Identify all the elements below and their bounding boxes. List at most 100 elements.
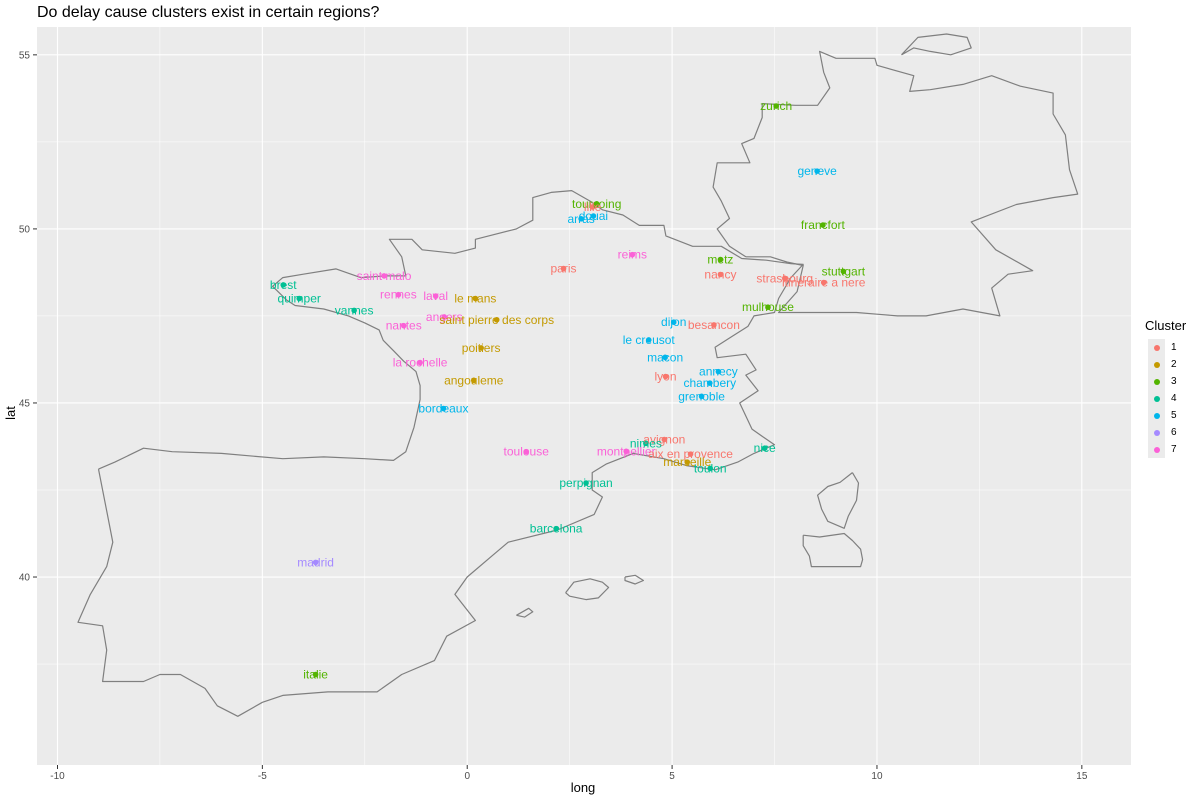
legend-key-5 [1148, 407, 1165, 424]
point-label-quimper: quimper [278, 292, 321, 306]
point-label-brest: brest [270, 278, 297, 292]
point-label-la-rochelle: la rochelle [393, 356, 448, 370]
x-tick-label: 5 [669, 771, 675, 782]
point-montpellier [623, 448, 630, 455]
map-outline-mallorca [565, 578, 610, 601]
point-paris [560, 265, 567, 272]
point-label-metz: metz [707, 253, 733, 267]
point-label-francfort: francfort [801, 218, 846, 232]
point-label-nantes: nantes [386, 319, 422, 333]
point-madrid [312, 559, 319, 566]
legend-item-2: 2 [1145, 356, 1186, 373]
x-tick-label: 15 [1076, 771, 1088, 782]
point-toulon [707, 465, 713, 472]
legend-item-4: 4 [1145, 390, 1186, 407]
point-label-macon: macon [647, 350, 683, 364]
point-label-dijon: dijon [661, 315, 686, 329]
point-la-rochelle [417, 359, 423, 366]
point-brest [280, 282, 287, 288]
point-bordeaux [440, 405, 447, 412]
legend-item-3: 3 [1145, 373, 1186, 390]
point-label-grenoble: grenoble [678, 389, 725, 403]
point-label-nice: nice [754, 441, 776, 455]
legend-label-5: 5 [1171, 410, 1177, 421]
point-label-angouleme: angouleme [444, 373, 504, 387]
point-chambery [706, 380, 713, 386]
point-label-saint-pierre-des-corps: saint pierre des corps [439, 313, 554, 327]
point-geneve [814, 168, 820, 174]
legend-key-4 [1148, 390, 1165, 407]
y-tick-label: 55 [19, 50, 31, 61]
point-itineraire-a-nere [820, 279, 827, 286]
legend-key-2 [1148, 356, 1165, 373]
point-nice [761, 445, 768, 452]
point-saint-pierre-des-corps [493, 316, 500, 323]
point-le-creusot [645, 337, 652, 343]
x-tick-label: 0 [464, 771, 470, 782]
point-label-douai: douai [579, 209, 608, 223]
point-label-avignon: avignon [643, 433, 685, 447]
point-label-mulhouse: mulhouse [742, 300, 794, 314]
legend-key-1 [1148, 339, 1165, 356]
point-label-itineraire-a-nere: itineraire a nere [782, 276, 866, 290]
point-label-angers: angers [426, 310, 463, 324]
point-label-laval: laval [423, 289, 448, 303]
point-label-lille: lille [584, 200, 602, 214]
x-tick-label: -10 [50, 771, 65, 782]
point-grenoble [698, 393, 705, 400]
point-label-nancy: nancy [704, 268, 736, 282]
map-outline-menorca [624, 574, 645, 585]
point-annecy [715, 368, 722, 375]
legend-label-7: 7 [1171, 444, 1177, 455]
point-nantes [400, 322, 407, 329]
legend-key-6 [1148, 424, 1165, 441]
map-outline-denmark-islands [901, 33, 972, 56]
point-label-vannes: vannes [335, 303, 374, 317]
point-label-chambery: chambery [683, 376, 736, 390]
legend-label-3: 3 [1171, 376, 1177, 387]
point-label-tourcoing: tourcoing [572, 197, 621, 211]
point-label-paris: paris [551, 262, 577, 276]
point-arras [578, 216, 584, 222]
point-metz [717, 256, 724, 263]
point-label-marseille: marseille [663, 455, 711, 469]
point-angers [441, 314, 448, 320]
point-besancon [711, 322, 717, 328]
point-tourcoing [593, 201, 600, 207]
legend-label-1: 1 [1171, 342, 1177, 353]
map-outline-mainland [77, 190, 804, 717]
legend-item-6: 6 [1145, 424, 1186, 441]
point-label-aix-en-provence: aix en provence [648, 447, 733, 461]
point-macon [662, 354, 668, 361]
point-laval [432, 293, 439, 299]
legend-key-3 [1148, 373, 1165, 390]
point-stuttgart [840, 268, 847, 275]
point-francfort [820, 222, 826, 228]
point-label-geneve: geneve [797, 164, 837, 178]
point-dijon [670, 319, 677, 326]
point-vannes [351, 307, 357, 314]
map-outline-northeast [712, 50, 1079, 317]
x-tick-label: -5 [258, 771, 267, 782]
legend-title: Cluster [1145, 318, 1187, 333]
point-label-reims: reims [618, 248, 647, 262]
point-label-saint-malo: saint malo [357, 269, 412, 283]
point-zurich [773, 103, 779, 109]
point-label-rennes: rennes [380, 288, 417, 302]
point-mulhouse [765, 304, 771, 311]
point-label-bordeaux: bordeaux [418, 402, 468, 416]
legend-key-7 [1148, 441, 1165, 458]
x-tick-label: 10 [871, 771, 883, 782]
legend-item-5: 5 [1145, 407, 1186, 424]
point-le-mans [472, 295, 479, 302]
chart-title: Do delay cause clusters exist in certain… [37, 4, 380, 21]
point-rennes [395, 291, 402, 298]
point-douai [590, 213, 597, 219]
point-lille [589, 204, 596, 210]
point-toulouse [523, 448, 530, 455]
legend: Cluster 1 2 3 4 5 6 7 [1145, 318, 1186, 458]
point-label-toulouse: toulouse [504, 445, 550, 459]
y-axis-title: lat [3, 406, 18, 420]
point-reims [629, 251, 636, 258]
map-outline-sardinia-tip [802, 532, 864, 568]
